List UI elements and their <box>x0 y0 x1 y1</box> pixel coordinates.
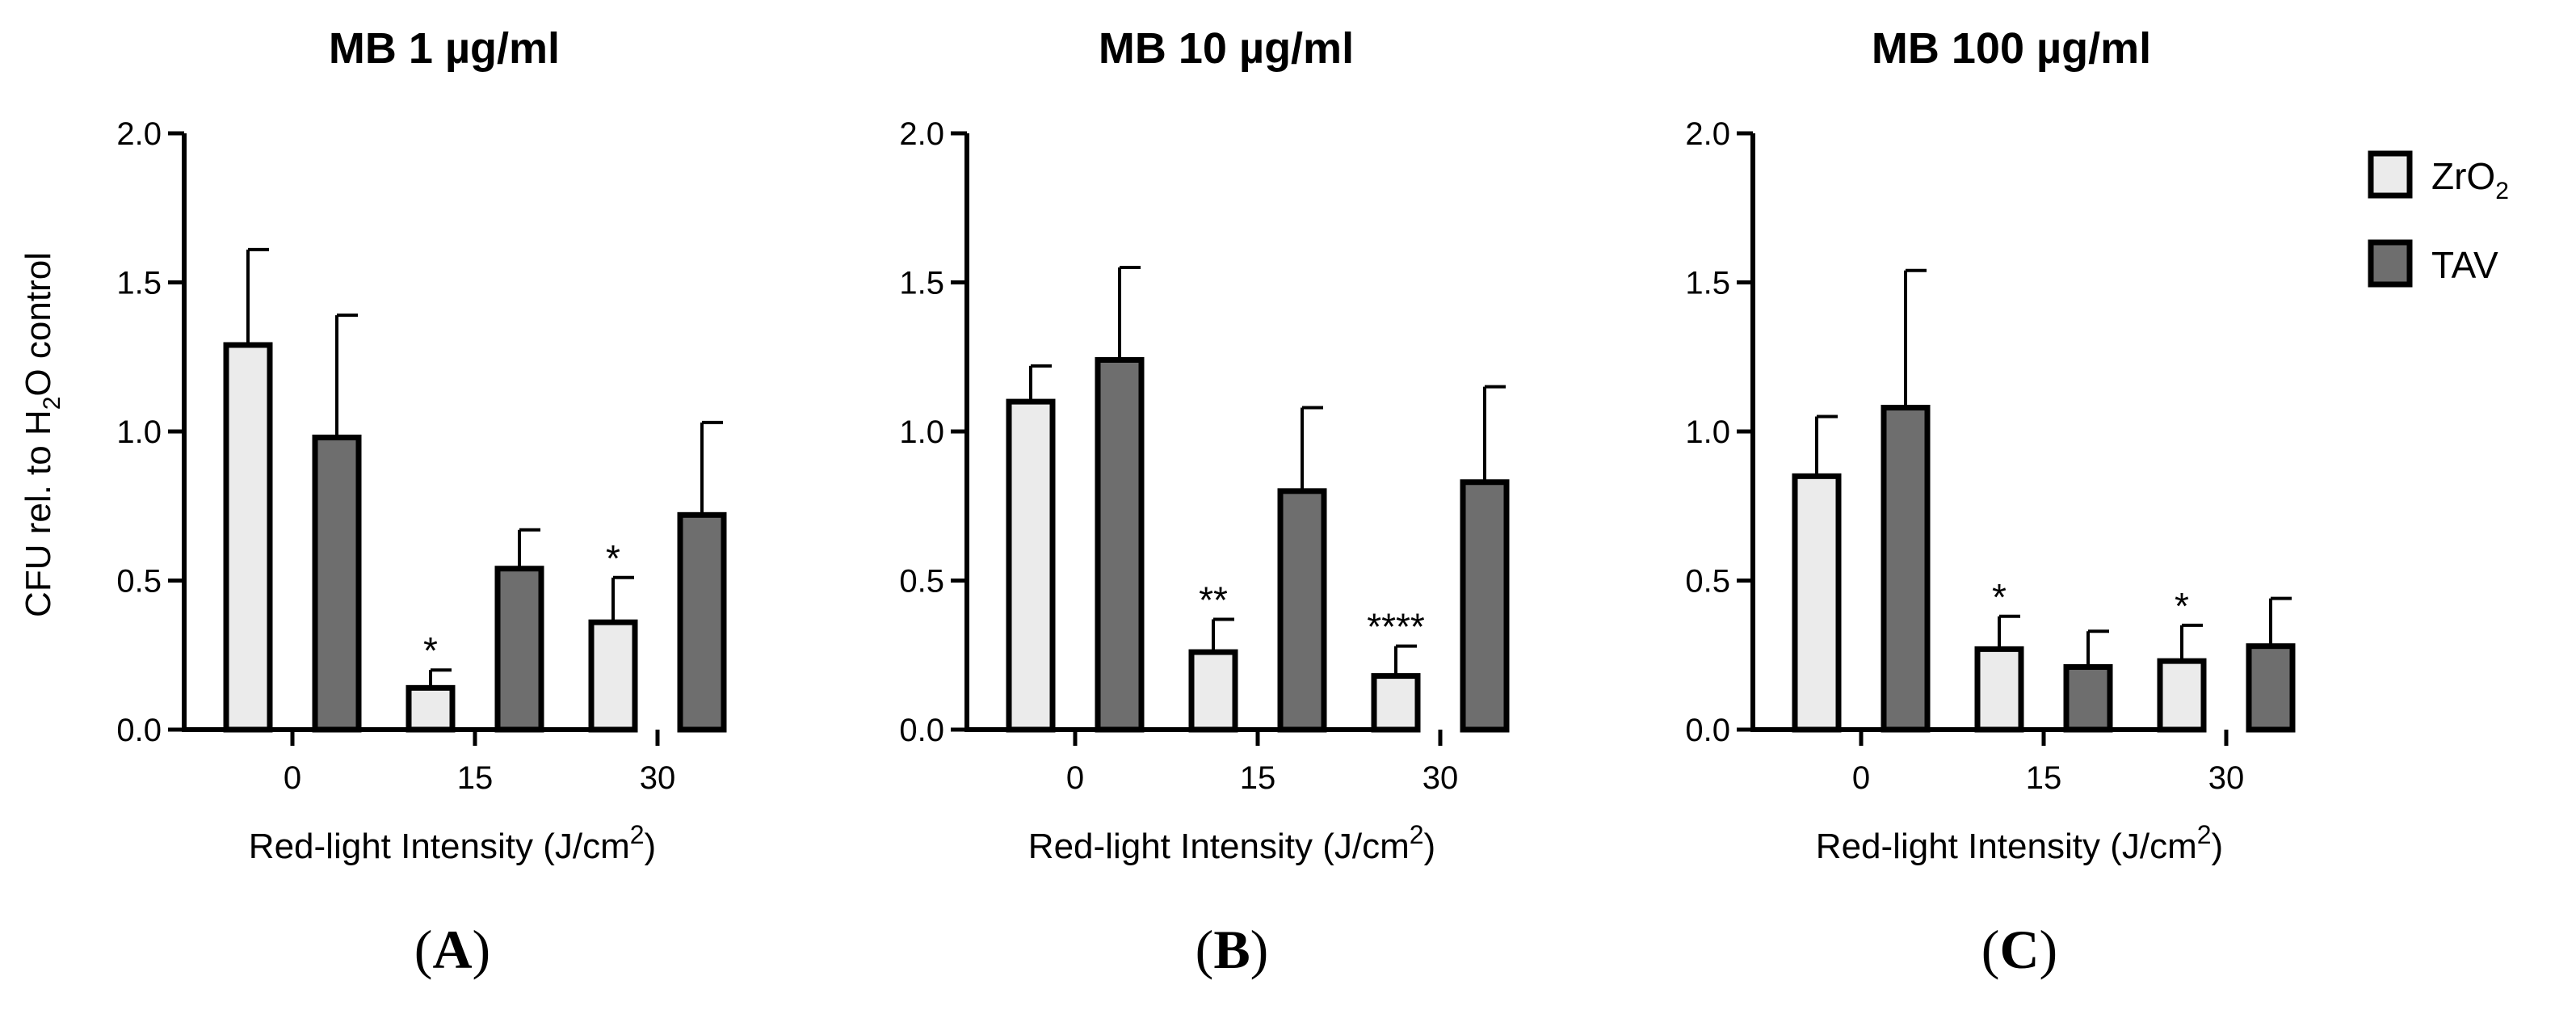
panel-label: (B) <box>1196 919 1269 980</box>
bar-zro2 <box>1371 673 1421 733</box>
significance-marker: **** <box>1367 606 1425 648</box>
legend-label-tav: TAV <box>2431 244 2498 286</box>
panel-c: MB 100 µg/ml 0.0 0.5 1.0 1.5 2.0 0 15 * 30 * Red-li… <box>1685 24 2296 980</box>
y-tick-label: 0.5 <box>116 564 162 600</box>
legend-swatch-tav <box>2368 239 2413 288</box>
legend-label-zro2: ZrO2 <box>2431 155 2509 204</box>
y-tick-label: 2.0 <box>1685 116 1730 152</box>
significance-marker: * <box>1992 576 2007 618</box>
y-tick-label: 1.0 <box>899 415 944 450</box>
x-tick-label: 30 <box>640 760 676 796</box>
y-tick-label: 1.5 <box>1685 266 1730 301</box>
panel-label: (C) <box>1981 919 2057 980</box>
bar-tav <box>2063 664 2113 733</box>
x-axis-label: Red-light Intensity (J/cm2) <box>1028 820 1435 866</box>
bar-tav <box>2246 643 2296 733</box>
bar-zro2 <box>223 342 273 733</box>
x-tick-label: 0 <box>1852 760 1870 796</box>
bar-zro2 <box>1188 649 1238 733</box>
y-tick-label: 0.0 <box>1685 713 1730 748</box>
x-axis-label: Red-light Intensity (J/cm2) <box>1816 820 2223 866</box>
panel-label: (A) <box>414 919 490 980</box>
y-tick-label: 0.0 <box>899 713 944 748</box>
significance-marker: * <box>423 629 438 671</box>
x-tick-label: 0 <box>284 760 301 796</box>
y-tick-label: 1.0 <box>1685 415 1730 450</box>
panel-a: MB 1 µg/ml 0.0 0.5 1.0 1.5 2.0 0 15 * 30 * Red-ligh… <box>116 24 727 980</box>
bar-tav <box>1277 488 1327 733</box>
legend-swatch-zro2 <box>2368 150 2413 199</box>
significance-marker: ** <box>1199 579 1228 621</box>
bar-zro2 <box>406 684 456 733</box>
bar-zro2 <box>2157 658 2207 733</box>
panel-b: MB 10 µg/ml 0.0 0.5 1.0 1.5 2.0 0 15 ** 30 **** Red… <box>899 24 1510 980</box>
panel-title: MB 100 µg/ml <box>1872 24 2151 73</box>
significance-marker: * <box>606 537 620 579</box>
y-tick-label: 1.5 <box>116 266 162 301</box>
y-tick-label: 0.0 <box>116 713 162 748</box>
panels: MB 1 µg/ml 0.0 0.5 1.0 1.5 2.0 0 15 * 30 * Red-ligh… <box>19 24 2296 980</box>
panel-title: MB 1 µg/ml <box>329 24 560 73</box>
bar-tav <box>312 434 362 733</box>
x-tick-label: 30 <box>2208 760 2245 796</box>
y-tick-label: 1.0 <box>116 415 162 450</box>
legend: ZrO2 TAV <box>2368 150 2509 288</box>
y-tick-label: 2.0 <box>899 116 944 152</box>
bar-tav <box>677 511 727 733</box>
bar-tav <box>1095 356 1145 733</box>
panel-title: MB 10 µg/ml <box>1099 24 1354 73</box>
bar-tav <box>1460 479 1510 733</box>
bar-tav <box>494 566 544 733</box>
y-tick-label: 1.5 <box>899 266 944 301</box>
bar-zro2 <box>1792 473 1842 733</box>
x-tick-label: 15 <box>457 760 494 796</box>
y-tick-label: 0.5 <box>899 564 944 600</box>
x-tick-label: 15 <box>2026 760 2062 796</box>
bar-zro2 <box>1006 398 1056 733</box>
y-tick-label: 0.5 <box>1685 564 1730 600</box>
significance-marker: * <box>2175 585 2189 627</box>
y-axis-label: CFU rel. to H2O control <box>19 252 65 617</box>
bar-zro2 <box>1974 646 2024 733</box>
bar-zro2 <box>588 619 638 733</box>
bar-tav <box>1881 404 1931 733</box>
x-tick-label: 0 <box>1066 760 1084 796</box>
x-tick-label: 30 <box>1422 760 1459 796</box>
x-axis-label: Red-light Intensity (J/cm2) <box>249 820 656 866</box>
y-tick-label: 2.0 <box>116 116 162 152</box>
x-tick-label: 15 <box>1240 760 1276 796</box>
